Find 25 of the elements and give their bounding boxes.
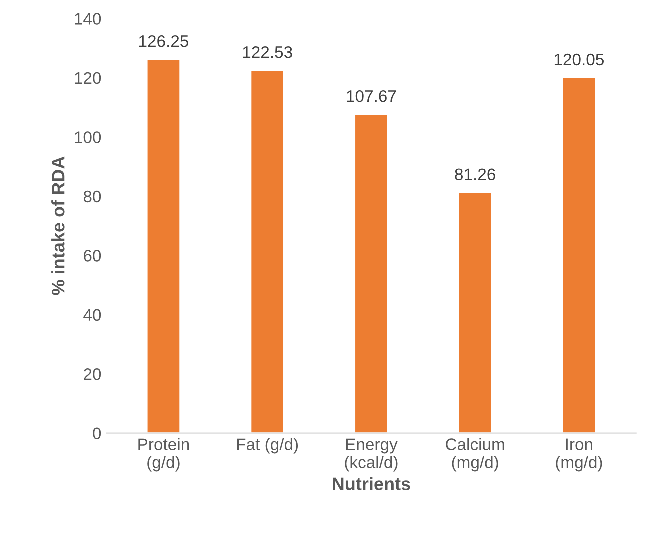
data-label: 122.53 (243, 46, 292, 58)
x-tick-label: Iron (mg/d) (556, 438, 602, 472)
y-tick-label: 40 (84, 309, 102, 322)
bar (562, 77, 596, 434)
x-tick-label: Energy (kcal/d) (345, 438, 398, 472)
y-tick-label: 120 (75, 72, 102, 84)
x-tick-label: Fat (g/d) (237, 438, 298, 454)
bar (146, 58, 182, 434)
y-tick-label: 20 (84, 368, 102, 380)
x-tick-label: Calcium (mg/d) (446, 438, 504, 472)
data-label: 120.05 (554, 54, 604, 66)
bar (458, 192, 493, 434)
bar (250, 70, 285, 434)
x-axis-title: Nutrients (333, 477, 410, 491)
y-tick-label: 80 (84, 190, 102, 203)
data-label: 126.25 (140, 35, 189, 48)
y-tick-label: 100 (75, 132, 102, 144)
y-tick-label: 0 (93, 428, 102, 440)
y-tick-label: 60 (84, 250, 102, 262)
y-tick-label: 140 (75, 13, 102, 25)
x-tick-label: Protein (g/d) (138, 438, 190, 472)
data-label: 107.67 (347, 90, 396, 102)
bar (354, 114, 389, 434)
y-axis-title: % intake of RDA (52, 156, 65, 296)
data-label: 81.26 (455, 168, 496, 181)
